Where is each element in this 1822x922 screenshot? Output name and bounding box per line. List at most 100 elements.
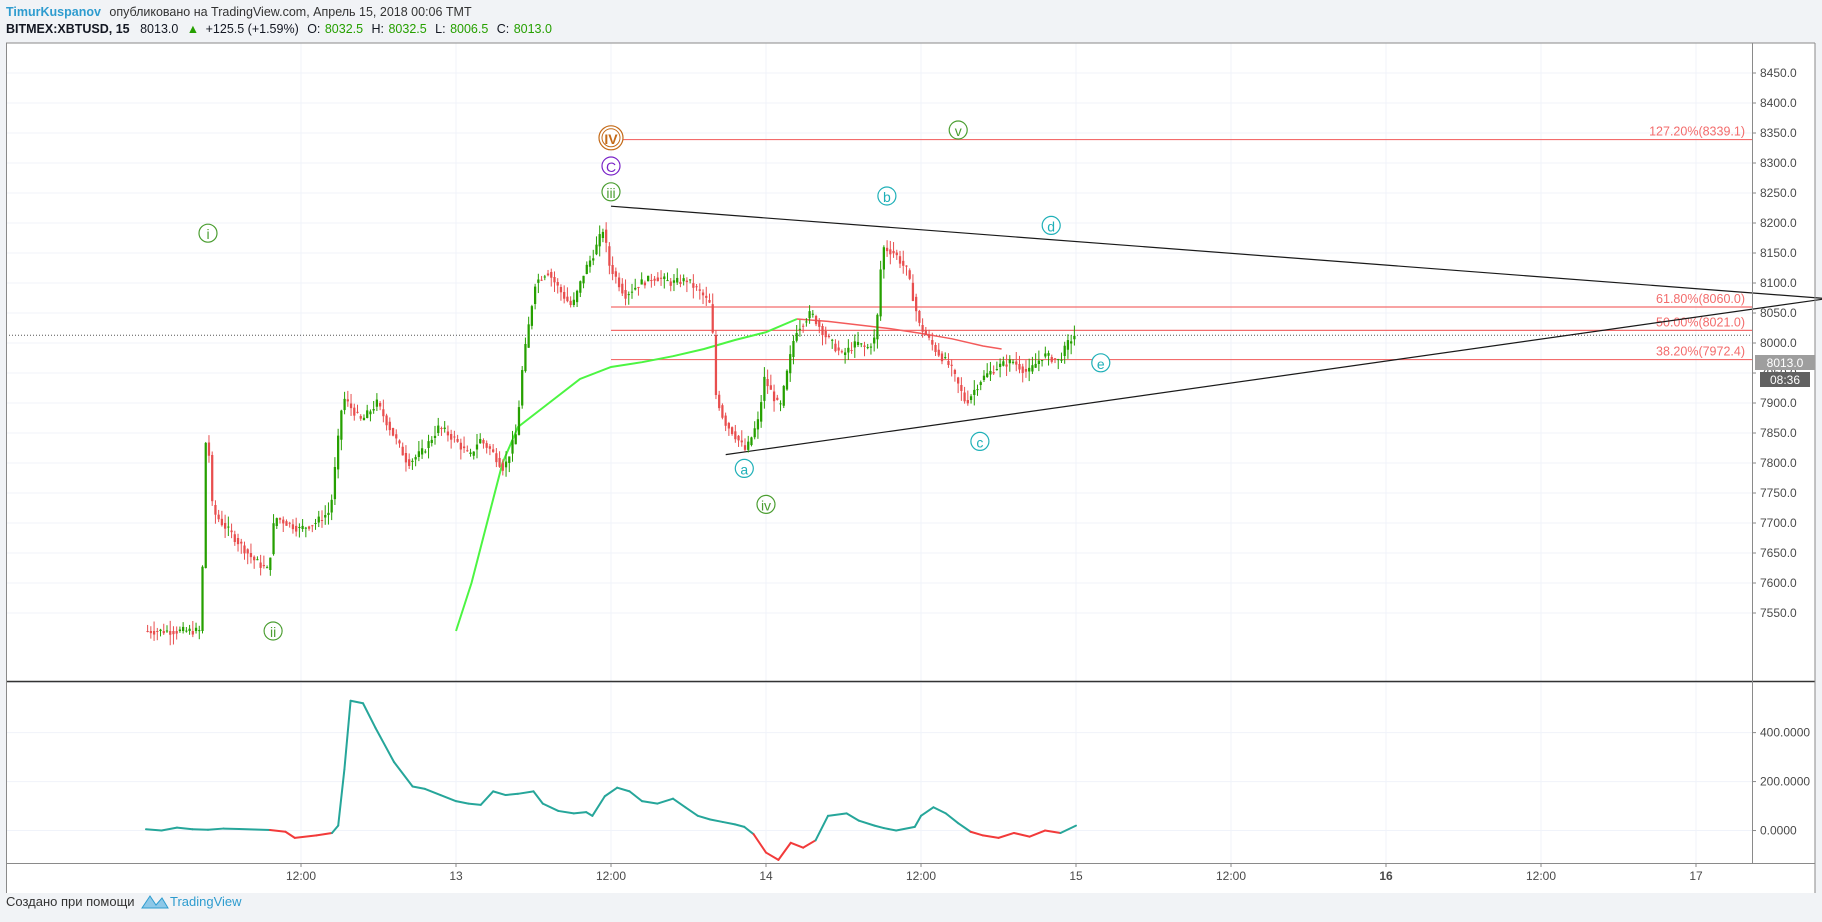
candle	[446, 425, 450, 442]
price-scale[interactable]	[1752, 43, 1815, 863]
candle-body	[382, 409, 385, 417]
candle	[701, 289, 705, 305]
candle-body	[295, 525, 298, 532]
oscillator-segment	[827, 812, 848, 817]
candle	[169, 620, 172, 646]
candle	[614, 267, 617, 284]
candle-body	[243, 545, 246, 554]
candle	[805, 318, 808, 327]
candle-body	[847, 347, 850, 353]
candle-body	[291, 524, 295, 530]
price-pane[interactable]	[6, 43, 1752, 681]
wave-label-c: C	[601, 156, 621, 176]
candle	[437, 417, 440, 436]
wave-inner-circle	[601, 128, 621, 148]
candle	[934, 342, 937, 356]
candle	[343, 391, 346, 415]
candle	[834, 339, 837, 353]
tradingview-logo-icon[interactable]	[141, 895, 169, 909]
candle-body	[927, 335, 931, 338]
candle-body	[469, 452, 472, 454]
oscillator-pane[interactable]	[6, 683, 1752, 863]
candle-body	[944, 357, 947, 359]
published-text: опубликовано на TradingView.com, Апрель …	[109, 5, 472, 19]
candle-body	[740, 440, 743, 443]
candle	[311, 524, 314, 533]
candle-body	[265, 567, 269, 569]
footer-tradingview-link[interactable]: TradingView	[170, 894, 242, 909]
candle-body	[701, 292, 705, 296]
wave-circle	[198, 223, 218, 243]
oscillator-segment	[641, 800, 659, 805]
candle-body	[1037, 360, 1040, 364]
candle-body	[288, 522, 291, 524]
candle	[475, 433, 479, 459]
oscillator-series	[145, 699, 1077, 861]
candle	[298, 523, 301, 538]
candle-body	[902, 260, 905, 266]
time-scale[interactable]	[6, 863, 1815, 893]
author-link[interactable]: TimurKuspanov	[6, 5, 101, 19]
candle	[427, 434, 430, 459]
open-value: 8032.5	[325, 22, 363, 36]
candle	[233, 530, 236, 546]
candle	[898, 250, 902, 269]
candle-body	[592, 258, 595, 261]
wave-label-v: v	[948, 120, 968, 140]
oscillator-segment	[393, 760, 414, 788]
candle-body	[953, 370, 957, 375]
candle	[831, 338, 834, 349]
candle	[152, 621, 156, 641]
oscillator-segment	[672, 797, 687, 809]
candle	[818, 318, 821, 334]
oscillator-segment	[802, 839, 817, 849]
oscillator-segment	[424, 787, 442, 797]
candle	[566, 287, 569, 303]
candle-body	[950, 364, 953, 366]
candle	[356, 404, 359, 414]
candle-body	[824, 331, 827, 338]
candle-body	[976, 389, 979, 391]
symbol-interval[interactable]: BITMEX:XBTUSD, 15	[6, 22, 130, 36]
candle-body	[656, 277, 659, 282]
candle	[1015, 351, 1018, 372]
candle	[559, 284, 563, 301]
oscillator-segment	[160, 826, 178, 832]
candle-body	[430, 439, 433, 443]
candle-body	[282, 519, 285, 524]
candle-body	[1044, 353, 1047, 357]
price-tick-label: 8050.0	[1760, 306, 1797, 320]
close-label: C:	[497, 22, 510, 36]
candle-body	[236, 538, 240, 545]
oscillator-segment	[814, 814, 829, 842]
candle-body	[679, 281, 682, 284]
candle-body	[811, 313, 814, 315]
candle	[240, 538, 243, 554]
candle	[588, 255, 592, 273]
countdown-badge	[1760, 372, 1810, 387]
candle-body	[269, 557, 272, 570]
oscillator-segment	[721, 820, 736, 826]
oscillator-segment	[858, 819, 876, 827]
candle-body	[659, 277, 663, 279]
candle-body	[188, 628, 191, 631]
candle	[404, 445, 408, 472]
candle-body	[446, 431, 450, 436]
oscillator-segment	[331, 824, 340, 834]
candle	[1050, 354, 1053, 364]
candle	[843, 347, 847, 364]
candle-body	[169, 631, 172, 635]
candle-body	[802, 325, 805, 327]
wave-label-b: b	[877, 186, 897, 206]
candle-body	[1011, 361, 1015, 363]
candle-body	[1024, 369, 1028, 372]
candle-body	[1053, 358, 1057, 360]
candle	[243, 541, 246, 560]
wave-circle	[877, 186, 897, 206]
oscillator-segment	[603, 786, 619, 798]
wave-circle	[601, 182, 621, 202]
candle-body	[353, 407, 356, 416]
price-tick-label: 7750.0	[1760, 486, 1797, 500]
candle-body	[969, 396, 973, 400]
